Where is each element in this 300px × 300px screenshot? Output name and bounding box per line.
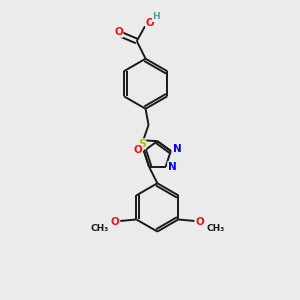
Text: O: O	[114, 27, 123, 37]
Text: CH₃: CH₃	[90, 224, 109, 233]
Text: O: O	[111, 217, 119, 226]
Text: O: O	[195, 217, 204, 226]
Text: N: N	[173, 145, 182, 154]
Text: S: S	[138, 139, 146, 149]
Text: O: O	[146, 18, 155, 28]
Text: H: H	[152, 12, 160, 21]
Text: O: O	[134, 145, 142, 155]
Text: N: N	[168, 162, 176, 172]
Text: CH₃: CH₃	[206, 224, 224, 233]
